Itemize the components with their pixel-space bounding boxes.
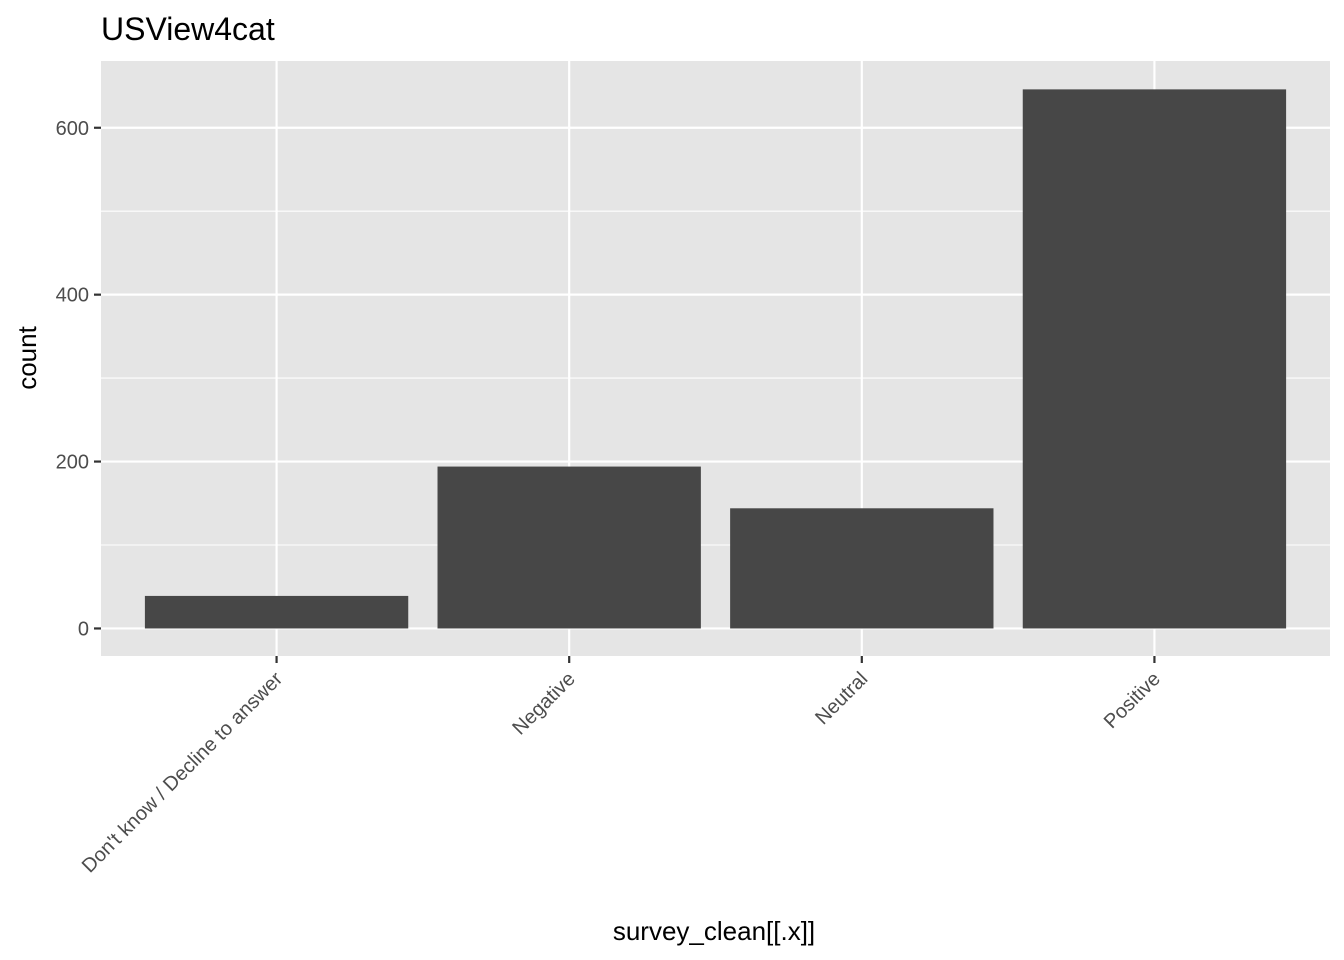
y-tick-label: 0 [78, 618, 89, 640]
y-axis-title: count [12, 325, 42, 389]
y-tick-label: 200 [56, 452, 89, 474]
bar [730, 508, 994, 629]
x-axis-title: survey_clean[[.x]] [613, 916, 815, 946]
x-tick-label: Don't know / Decline to answer [78, 668, 288, 878]
bar [144, 595, 409, 629]
x-tick-label: Positive [1100, 668, 1165, 733]
bar [437, 466, 701, 629]
x-tick-label: Negative [508, 668, 579, 739]
y-axis: 0 200 400 600 [56, 118, 101, 640]
bar [1022, 89, 1287, 629]
chart-title: USView4cat [101, 11, 275, 47]
x-tick-label: Neutral [811, 668, 872, 729]
y-tick-label: 600 [56, 118, 89, 140]
x-axis: Don't know / Decline to answer Negative Ne… [78, 656, 1165, 877]
bars [144, 89, 1287, 629]
y-tick-label: 400 [56, 285, 89, 307]
